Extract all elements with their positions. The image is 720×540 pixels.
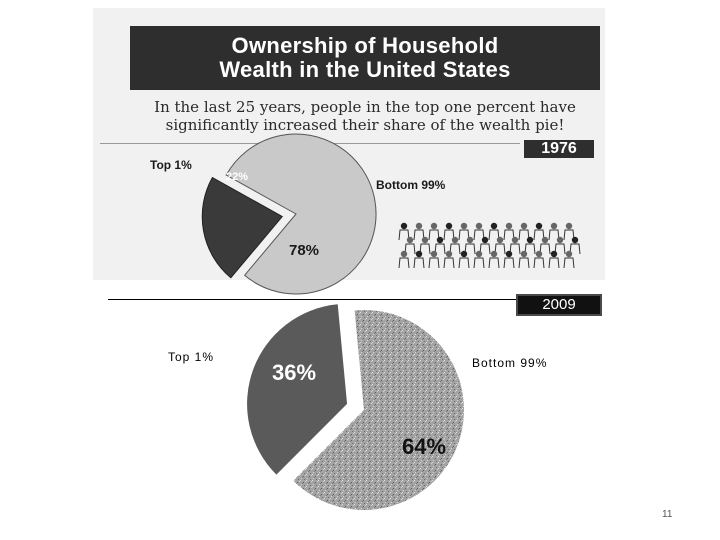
crowd-person-head-2 xyxy=(430,222,438,230)
crowd-person-head-0 xyxy=(400,222,408,230)
pie-1976-label-bottom: Bottom 99% xyxy=(376,178,446,192)
crowd-person-body-28 xyxy=(458,257,470,269)
crowd-person-head-18 xyxy=(496,236,504,244)
subtitle-line-1: In the last 25 years, people in the top … xyxy=(154,98,576,116)
crowd-person-head-14 xyxy=(436,236,444,244)
year-label-1976: 1976 xyxy=(524,140,594,158)
crowd-person-head-1 xyxy=(415,222,423,230)
crowd-person-body-2 xyxy=(428,229,440,241)
crowd-person-head-22 xyxy=(556,236,564,244)
crowd-person-head-11 xyxy=(565,222,573,230)
crowd-person-body-5 xyxy=(473,229,485,241)
crowd-person-head-10 xyxy=(550,222,558,230)
crowd-person-head-32 xyxy=(520,250,528,258)
pie-1976-slice-bottom-99 xyxy=(225,133,377,295)
crowd-person-head-16 xyxy=(466,236,474,244)
crowd-person-head-13 xyxy=(421,236,429,244)
crowd-person-body-11 xyxy=(563,229,575,241)
pie-2009-value-top: 36% xyxy=(272,360,317,385)
crowd-person-head-28 xyxy=(460,250,468,258)
crowd-person-head-15 xyxy=(451,236,459,244)
crowd-person-body-31 xyxy=(503,257,515,269)
crowd-person-body-26 xyxy=(428,257,440,269)
crowd-person-body-15 xyxy=(449,243,461,255)
crowd-person-body-27 xyxy=(443,257,455,269)
crowd-person-head-31 xyxy=(505,250,513,258)
crowd-person-head-34 xyxy=(550,250,558,258)
crowd-person-body-24 xyxy=(398,257,410,269)
crowd-person-head-24 xyxy=(400,250,408,258)
crowd-person-body-25 xyxy=(413,257,425,269)
pie-1976-slice-top-1 xyxy=(201,176,284,279)
crowd-person-head-23 xyxy=(571,236,579,244)
crowd-person-body-23 xyxy=(569,243,581,255)
crowd-person-head-4 xyxy=(460,222,468,230)
pie-1976 xyxy=(201,133,377,295)
crowd-person-body-12 xyxy=(404,243,416,255)
divider-2009 xyxy=(108,299,518,300)
crowd-person-head-27 xyxy=(445,250,453,258)
crowd-person-body-14 xyxy=(434,243,446,255)
page-number: 11 xyxy=(662,509,673,520)
crowd-person-body-34 xyxy=(548,257,560,269)
year-label-2009: 2009 xyxy=(516,294,602,316)
pie-2009-label-bottom: Bottom 99% xyxy=(472,356,548,370)
crowd-person-body-9 xyxy=(533,229,545,241)
crowd-person-body-21 xyxy=(539,243,551,255)
crowd-person-body-8 xyxy=(518,229,530,241)
crowd-person-body-6 xyxy=(488,229,500,241)
crowd-person-body-0 xyxy=(398,229,410,241)
crowd-person-head-17 xyxy=(481,236,489,244)
pie-1976-value-bottom: 78% xyxy=(289,242,320,259)
crowd-person-body-20 xyxy=(524,243,536,255)
pie-1976-label-top: Top 1% xyxy=(150,158,192,172)
crowd-person-body-30 xyxy=(488,257,500,269)
crowd-person-body-13 xyxy=(419,243,431,255)
crowd-person-body-29 xyxy=(473,257,485,269)
pie-2009-slice-bottom-99 xyxy=(293,309,464,510)
title-line-1: Ownership of Household xyxy=(231,33,499,58)
crowd-person-body-17 xyxy=(479,243,491,255)
crowd-person-head-21 xyxy=(541,236,549,244)
pie-2009-value-bottom: 64% xyxy=(402,434,447,459)
crowd-illustration xyxy=(398,222,581,269)
crowd-person-body-4 xyxy=(458,229,470,241)
crowd-person-body-22 xyxy=(554,243,566,255)
crowd-person-head-7 xyxy=(505,222,513,230)
crowd-person-body-19 xyxy=(509,243,521,255)
crowd-person-body-32 xyxy=(518,257,530,269)
crowd-person-head-25 xyxy=(415,250,423,258)
crowd-person-body-7 xyxy=(503,229,515,241)
pie-2009 xyxy=(247,304,464,510)
crowd-person-body-35 xyxy=(563,257,575,269)
pie-2009-label-top: Top 1% xyxy=(168,350,215,364)
crowd-person-head-29 xyxy=(475,250,483,258)
crowd-person-body-18 xyxy=(494,243,506,255)
crowd-person-body-10 xyxy=(548,229,560,241)
crowd-person-head-12 xyxy=(406,236,414,244)
crowd-person-head-30 xyxy=(490,250,498,258)
pie-1976-value-top: 22% xyxy=(226,171,249,183)
title-banner: Ownership of Household Wealth in the Uni… xyxy=(130,26,600,90)
crowd-person-head-5 xyxy=(475,222,483,230)
crowd-person-head-9 xyxy=(535,222,543,230)
pie-2009-slice-top-1 xyxy=(247,304,348,475)
crowd-person-head-8 xyxy=(520,222,528,230)
crowd-person-head-6 xyxy=(490,222,498,230)
crowd-person-body-33 xyxy=(533,257,545,269)
crowd-person-head-3 xyxy=(445,222,453,230)
crowd-person-body-3 xyxy=(443,229,455,241)
title-line-2: Wealth in the United States xyxy=(219,57,511,82)
crowd-person-head-20 xyxy=(526,236,534,244)
crowd-person-head-35 xyxy=(565,250,573,258)
crowd-person-head-33 xyxy=(535,250,543,258)
crowd-person-head-26 xyxy=(430,250,438,258)
crowd-person-body-1 xyxy=(413,229,425,241)
subtitle-line-2: significantly increased their share of t… xyxy=(165,116,565,134)
subtitle: In the last 25 years, people in the top … xyxy=(130,98,600,134)
crowd-person-head-19 xyxy=(511,236,519,244)
crowd-person-body-16 xyxy=(464,243,476,255)
